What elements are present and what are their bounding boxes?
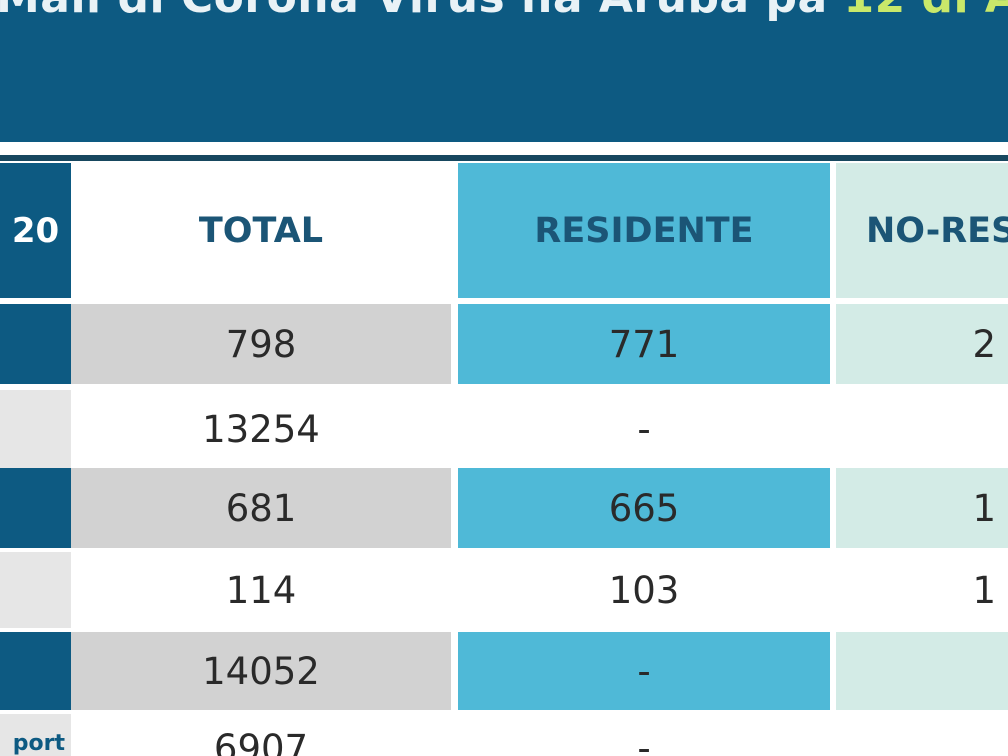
- column-header-residente: RESIDENTE: [458, 163, 830, 298]
- value-total-5: 14052: [202, 649, 320, 693]
- table-cell-total-2: 13254: [71, 390, 451, 468]
- value-no-residente-1: 2: [972, 322, 996, 366]
- table-cell-total-5: 14052: [71, 632, 451, 710]
- column-header-total: TOTAL: [71, 163, 451, 298]
- table-cell-total-6: 6907: [71, 714, 451, 756]
- table-cell-no-residente-2: [836, 390, 1008, 468]
- column-header-no-residente-label: NO-RES: [866, 210, 1008, 251]
- title-text: Mali di Corona Virus na Aruba pa: [0, 0, 828, 23]
- value-residente-6: -: [637, 727, 651, 756]
- value-residente-5: -: [637, 649, 651, 693]
- label-column-header: 20: [0, 163, 71, 298]
- value-no-residente-4: 1: [972, 568, 996, 612]
- value-total-4: 114: [225, 568, 297, 612]
- value-residente-4: 103: [608, 568, 680, 612]
- table-cell-residente-3: 665: [458, 468, 830, 548]
- table-cell-no-residente-1: 2: [836, 304, 1008, 384]
- value-residente-2: -: [637, 407, 651, 451]
- row-label-6-text: port: [12, 731, 65, 756]
- value-total-1: 798: [225, 322, 297, 366]
- row-label-4: [0, 552, 71, 628]
- label-header-text: 20: [11, 210, 60, 251]
- table-cell-total-4: 114: [71, 552, 451, 628]
- value-residente-1: 771: [608, 322, 680, 366]
- table-cell-total-1: 798: [71, 304, 451, 384]
- column-header-total-label: TOTAL: [198, 210, 324, 251]
- value-total-3: 681: [225, 486, 297, 530]
- table-cell-residente-6: -: [458, 714, 830, 756]
- table-cell-residente-5: -: [458, 632, 830, 710]
- value-total-2: 13254: [202, 407, 320, 451]
- column-header-residente-label: RESIDENTE: [534, 210, 754, 251]
- header-banner: Mali di Corona Virus na Aruba pa 12 di A…: [0, 0, 1008, 142]
- column-header-no-residente: NO-RES: [836, 163, 1008, 298]
- table-top-divider: [0, 155, 1008, 161]
- value-residente-3: 665: [608, 486, 680, 530]
- table-cell-residente-2: -: [458, 390, 830, 468]
- table-cell-no-residente-4: 1: [836, 552, 1008, 628]
- value-no-residente-3: 1: [972, 486, 996, 530]
- page-title: Mali di Corona Virus na Aruba pa 12 di A…: [0, 0, 1008, 23]
- title-date: 12 di Augustus: [843, 0, 1008, 23]
- value-total-6: 6907: [213, 727, 309, 756]
- row-label-5: [0, 632, 71, 710]
- table-cell-total-3: 681: [71, 468, 451, 548]
- row-label-6: port: [0, 714, 71, 756]
- table-cell-no-residente-3: 1: [836, 468, 1008, 548]
- table-cell-residente-1: 771: [458, 304, 830, 384]
- row-label-1: [0, 304, 71, 384]
- row-label-3: [0, 468, 71, 548]
- table-cell-residente-4: 103: [458, 552, 830, 628]
- row-label-2: [0, 390, 71, 468]
- table-cell-no-residente-5: [836, 632, 1008, 710]
- table-cell-no-residente-6: [836, 714, 1008, 756]
